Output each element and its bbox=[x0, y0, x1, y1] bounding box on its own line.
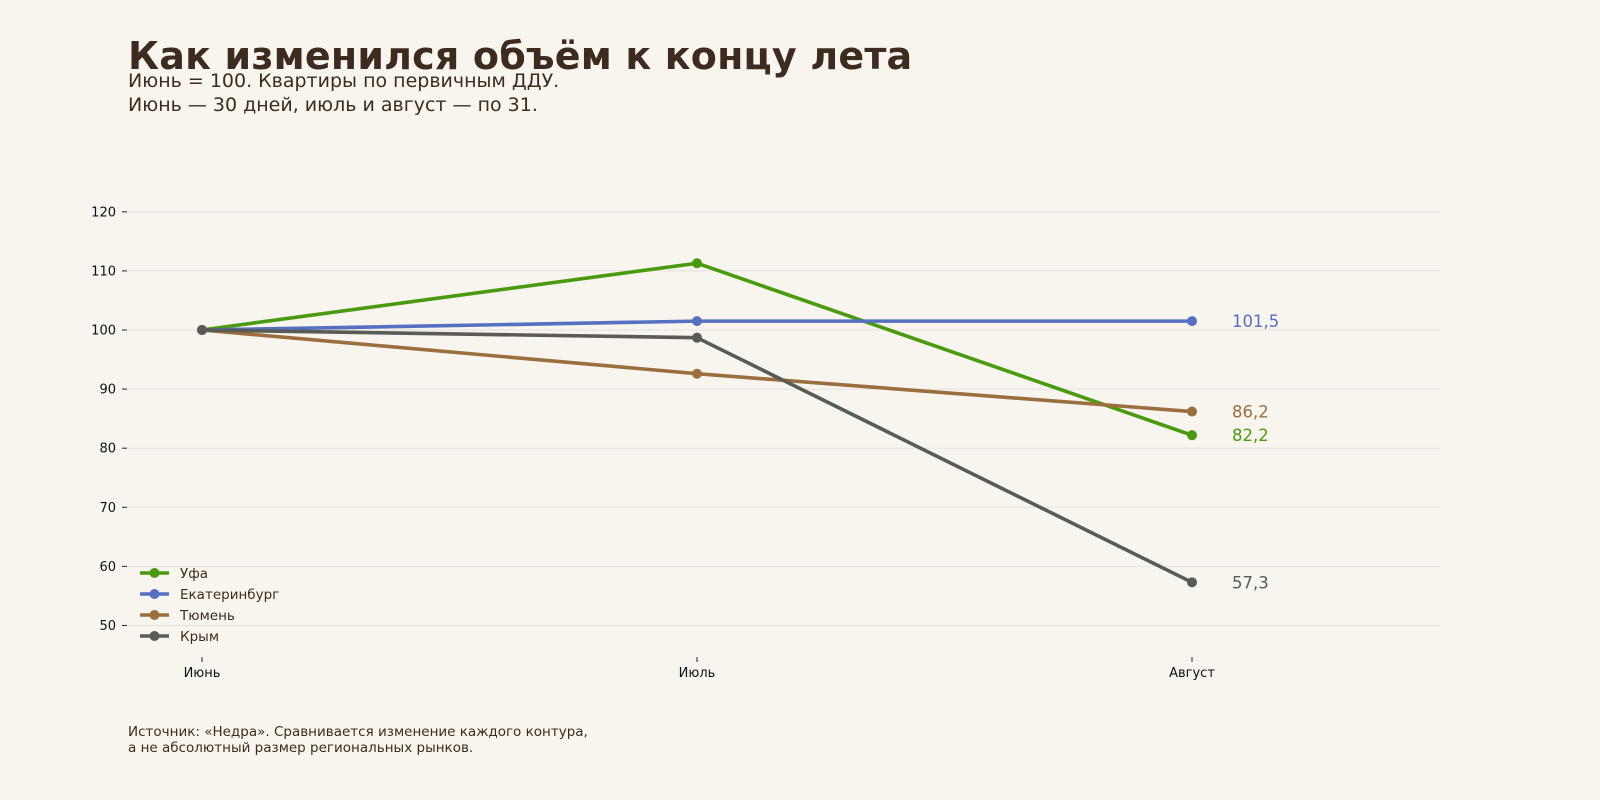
legend-marker-3 bbox=[149, 631, 160, 641]
y-tick-label-60: 60 bbox=[99, 560, 116, 575]
end-label-3: 57,3 bbox=[1232, 573, 1269, 592]
data-point-2-2 bbox=[1187, 406, 1197, 417]
y-tick-label-80: 80 bbox=[99, 442, 116, 457]
y-tick-label-120: 120 bbox=[91, 205, 116, 220]
chart-title: Как изменился объём к концу лета bbox=[128, 34, 913, 78]
x-tick-label-2: Август bbox=[1169, 666, 1215, 681]
series-line-0 bbox=[200, 261, 1194, 437]
data-point-2-1 bbox=[692, 368, 702, 379]
y-tick-label-100: 100 bbox=[91, 324, 116, 339]
data-point-1-2 bbox=[1187, 316, 1197, 327]
source-note-line2: а не абсолютный размер региональных рынк… bbox=[128, 740, 474, 756]
chart-subtitle-line2: Июнь — 30 дней, июль и август — по 31. bbox=[128, 94, 538, 116]
legend-marker-2 bbox=[149, 610, 160, 620]
y-tick-label-70: 70 bbox=[99, 501, 116, 516]
y-axis: 50 60 70 80 90 100 110 120 bbox=[91, 205, 127, 634]
x-tick-label-0: Июнь bbox=[184, 666, 221, 681]
chart-subtitle-line1: Июнь = 100. Квартиры по первичным ДДУ. bbox=[128, 70, 560, 92]
grid-lines bbox=[128, 211, 1440, 626]
legend-label-0: Уфа bbox=[180, 566, 208, 582]
source-note: Источник: «Недра». Сравнивается изменени… bbox=[128, 724, 588, 756]
series-lines bbox=[197, 258, 1197, 588]
end-label-0: 82,2 bbox=[1232, 426, 1269, 445]
legend-label-3: Крым bbox=[180, 629, 219, 645]
data-point-3-2 bbox=[1187, 577, 1197, 588]
x-tick-label-1: Июль bbox=[679, 666, 716, 681]
legend-label-2: Тюмень bbox=[179, 608, 235, 624]
end-label-2: 86,2 bbox=[1232, 403, 1269, 422]
data-point-1-1 bbox=[692, 316, 702, 327]
legend-marker-0 bbox=[149, 568, 160, 578]
x-axis: Июнь Июль Август bbox=[184, 657, 1215, 681]
data-point-0-1 bbox=[692, 258, 702, 269]
legend-marker-1 bbox=[149, 589, 160, 599]
legend-label-1: Екатеринбург bbox=[180, 587, 279, 603]
y-tick-label-110: 110 bbox=[91, 264, 116, 279]
end-labels: 82,2 101,5 86,2 57,3 bbox=[1232, 312, 1279, 592]
source-note-line1: Источник: «Недра». Сравнивается изменени… bbox=[128, 724, 588, 740]
end-label-1: 101,5 bbox=[1232, 312, 1279, 331]
series-line-3 bbox=[200, 328, 1194, 585]
y-tick-label-90: 90 bbox=[99, 383, 116, 398]
data-point-3-1 bbox=[692, 332, 702, 343]
data-point-0-2 bbox=[1187, 430, 1197, 441]
data-point-3-0 bbox=[197, 325, 207, 335]
y-tick-label-50: 50 bbox=[99, 619, 116, 634]
legend: Уфа Екатеринбург Тюмень Крым bbox=[140, 566, 279, 645]
